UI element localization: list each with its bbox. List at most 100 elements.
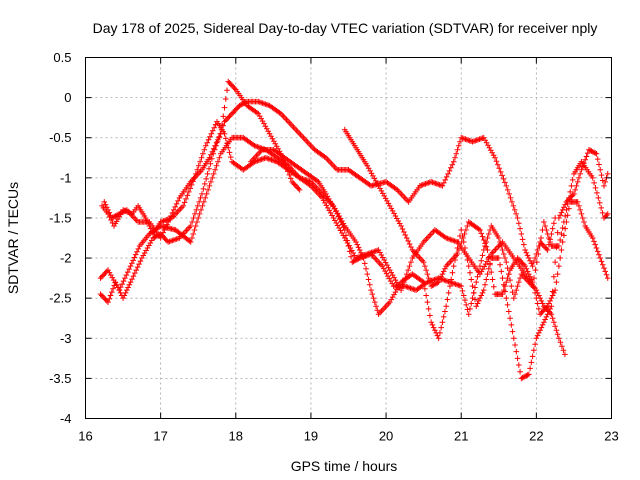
data-point: [143, 247, 149, 254]
data-point: [546, 235, 552, 241]
data-point: [485, 265, 492, 272]
data-point: [602, 213, 609, 220]
data-point: [549, 292, 556, 299]
data-point: [514, 255, 521, 261]
data-point: [577, 171, 583, 177]
data-point: [576, 203, 582, 209]
data-point: [516, 362, 522, 368]
data-point: [571, 191, 577, 197]
data-point: [109, 220, 116, 226]
data-point: [206, 183, 213, 189]
data-point: [420, 259, 427, 265]
data-point: [335, 213, 342, 220]
data-point: [97, 275, 104, 281]
data-point: [516, 279, 522, 285]
data-point: [513, 348, 520, 355]
data-point: [180, 203, 186, 209]
data-point: [166, 216, 173, 222]
data-point: [500, 287, 507, 293]
data-point: [533, 287, 540, 293]
data-point: [521, 374, 527, 380]
data-point: [562, 225, 568, 232]
data-point: [506, 308, 512, 315]
data-point: [496, 165, 503, 172]
data-point: [107, 292, 114, 299]
data-point: [427, 312, 433, 319]
data-point: [517, 225, 523, 232]
data-point: [213, 163, 220, 169]
data-point: [363, 265, 369, 272]
data-point: [480, 287, 487, 293]
data-point: [546, 241, 552, 248]
data-point: [504, 265, 511, 271]
data-point: [579, 215, 586, 221]
data-point: [226, 80, 233, 86]
data-point: [538, 235, 544, 241]
data-point: [103, 268, 110, 275]
data-point: [532, 341, 538, 348]
data-point: [519, 374, 526, 381]
data-point: [544, 303, 551, 309]
data-point: [527, 273, 533, 280]
data-point: [455, 142, 462, 149]
data-point: [232, 106, 239, 113]
data-point: [549, 225, 556, 232]
data-point: [383, 270, 390, 277]
data-point: [371, 175, 378, 182]
data-point: [337, 227, 344, 234]
data-point: [399, 226, 406, 232]
data-point: [208, 151, 214, 158]
data-point: [516, 220, 522, 227]
y-tick-label: -1.5: [49, 210, 71, 225]
data-point: [461, 231, 468, 237]
data-point: [522, 263, 528, 269]
data-point: [499, 247, 506, 253]
data-point: [588, 148, 595, 154]
data-point: [482, 261, 489, 267]
data-point: [483, 243, 490, 250]
data-point: [220, 122, 226, 129]
data-point: [452, 154, 458, 161]
data-point: [164, 221, 170, 228]
data-point: [506, 191, 512, 197]
data-point: [216, 154, 223, 161]
data-point: [473, 303, 480, 309]
data-point: [391, 210, 397, 217]
data-point: [389, 272, 396, 278]
data-point: [389, 294, 396, 300]
data-point: [453, 150, 460, 157]
x-tick-label: 16: [78, 429, 92, 444]
data-point: [524, 268, 531, 275]
data-point: [263, 125, 270, 132]
data-point: [368, 170, 375, 177]
data-point: [470, 290, 477, 296]
data-point: [536, 330, 542, 336]
data-point: [566, 205, 572, 212]
data-point: [208, 179, 214, 185]
data-point: [539, 322, 546, 328]
data-point: [454, 251, 461, 257]
data-point: [200, 186, 207, 192]
data-point: [385, 264, 392, 271]
data-point: [581, 219, 587, 225]
data-point: [473, 279, 480, 285]
data-point: [388, 205, 395, 212]
data-point: [202, 142, 209, 149]
data-point: [517, 275, 523, 281]
data-point: [541, 219, 547, 225]
data-point: [596, 200, 603, 206]
data-point: [533, 335, 540, 342]
data-point: [509, 328, 516, 335]
data-point: [117, 210, 124, 217]
data-point: [534, 259, 540, 265]
data-point: [423, 292, 429, 299]
data-point: [391, 291, 397, 298]
data-point: [557, 212, 563, 219]
data-point: [518, 375, 525, 382]
data-point: [448, 165, 454, 171]
data-point: [408, 244, 414, 250]
data-point: [440, 314, 447, 320]
data-point: [225, 114, 232, 121]
data-point: [537, 327, 543, 334]
data-point: [490, 152, 497, 159]
